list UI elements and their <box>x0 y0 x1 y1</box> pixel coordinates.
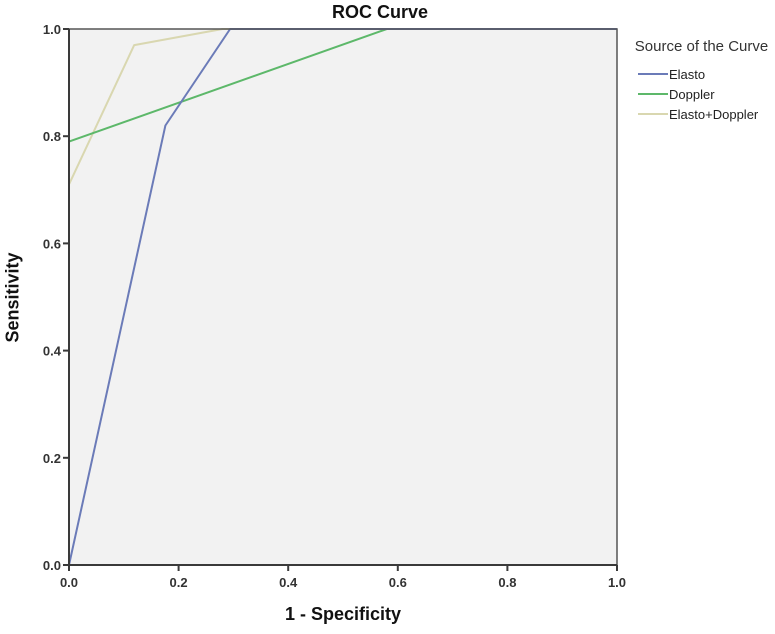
y-tick-label: 0.4 <box>43 344 62 359</box>
legend-item-elasto: Elasto <box>632 64 775 84</box>
x-tick-label: 1.0 <box>608 575 626 590</box>
y-tick-label: 0.2 <box>43 451 61 466</box>
legend-label: Elasto <box>669 66 706 82</box>
x-tick-label: 0.6 <box>389 575 407 590</box>
legend-item-doppler: Doppler <box>632 84 775 104</box>
legend-swatch-doppler <box>638 93 668 95</box>
x-tick-label: 0.8 <box>498 575 516 590</box>
y-tick-label: 0.0 <box>43 558 61 573</box>
legend-label: Elasto+Doppler <box>669 106 759 122</box>
plot-background <box>69 29 617 565</box>
y-tick-label: 1.0 <box>43 22 61 37</box>
legend-title: Source of the Curve <box>634 38 769 55</box>
legend-swatch-elasto-doppler <box>638 113 668 115</box>
x-tick-label: 0.2 <box>170 575 188 590</box>
x-tick-label: 0.4 <box>279 575 298 590</box>
y-tick-label: 0.8 <box>43 129 61 144</box>
legend-swatch-elasto <box>638 73 668 75</box>
legend-label: Doppler <box>669 86 715 102</box>
y-axis-label: Sensitivity <box>2 252 23 343</box>
chart-title: ROC Curve <box>331 2 429 22</box>
legend-item-elasto-doppler: Elasto+Doppler <box>632 104 775 124</box>
x-tick-label: 0.0 <box>60 575 78 590</box>
legend: Source of the Curve Elasto Doppler Elast… <box>632 38 775 124</box>
x-axis-label: 1 - Specificity <box>284 604 402 624</box>
y-tick-label: 0.6 <box>43 236 61 251</box>
